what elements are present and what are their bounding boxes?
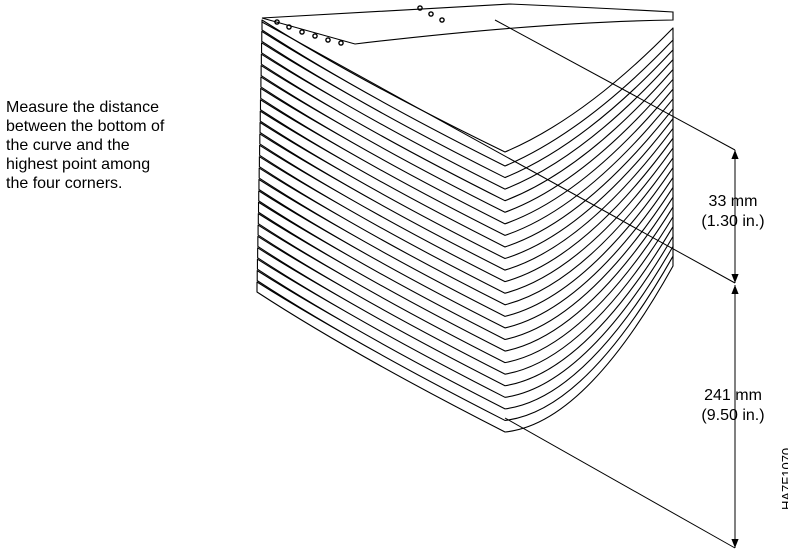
lower-dimension-label: 241 mm (9.50 in.)	[678, 386, 788, 426]
tractor-feed-holes	[274, 5, 445, 46]
figure-id: HA7F1070	[779, 447, 788, 510]
measurement-instruction: Measure the distance between the bottom …	[6, 98, 246, 193]
guide-curve-bottom	[261, 21, 736, 284]
upper-dimension-imperial: (1.30 in.)	[701, 213, 765, 230]
guide-stack-bottom	[504, 417, 736, 549]
paper-sheet-stack	[256, 19, 674, 433]
measurement-guides	[261, 19, 736, 549]
instruction-line: Measure the distance	[6, 99, 159, 116]
instruction-line: between the bottom of	[6, 118, 165, 135]
upper-dimension-metric: 33 mm	[708, 193, 758, 210]
instruction-line: the curve and the	[6, 137, 130, 154]
instruction-line: the four corners.	[6, 175, 123, 192]
upper-dimension-label: 33 mm (1.30 in.)	[678, 192, 788, 232]
guide-top-corner	[494, 19, 736, 151]
lower-dimension-imperial: (9.50 in.)	[701, 407, 765, 424]
lower-dimension-metric: 241 mm	[704, 387, 762, 404]
instruction-line: highest point among	[6, 156, 151, 173]
top-form-sheet	[261, 3, 674, 45]
